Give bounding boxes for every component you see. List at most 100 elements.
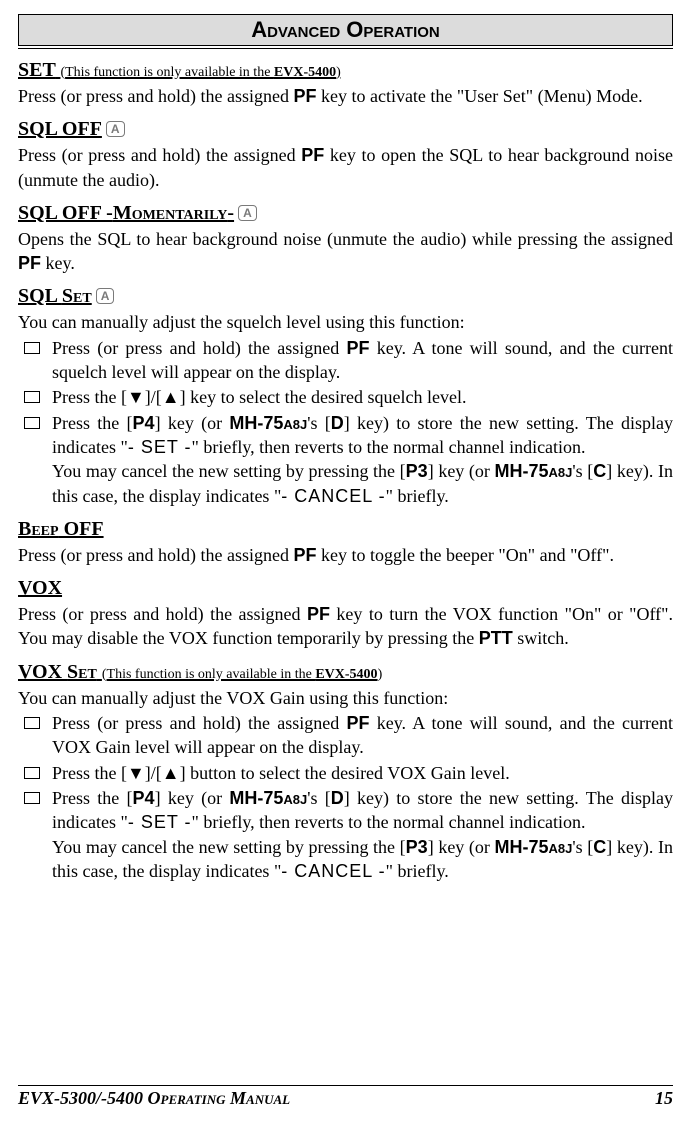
li-text: Press the [▼]/[▲] button to select the d… xyxy=(52,761,673,785)
t: ] key (or xyxy=(155,413,230,433)
t: OFF xyxy=(59,518,104,540)
c-key: C xyxy=(593,461,606,481)
footer-title: EVX-5300/-5400 Operating Manual xyxy=(18,1088,290,1109)
a8j-key: A8J xyxy=(283,417,307,432)
a8j-key: A8J xyxy=(283,792,307,807)
t: Momentarily xyxy=(113,202,228,224)
mh-key: MH-75 xyxy=(229,788,283,808)
section-title-vox: VOX xyxy=(18,577,673,600)
li-text: Press the [▼]/[▲] key to select the desi… xyxy=(52,385,673,409)
beepoff-body: Press (or press and hold) the assigned P… xyxy=(18,543,673,567)
pf-key: PF xyxy=(301,145,324,165)
title-paren: (This function is only available in the … xyxy=(102,667,382,682)
section-title-voxset: VOX Set (This function is only available… xyxy=(18,661,673,684)
t: ] key (or xyxy=(155,788,230,808)
t: Press (or press and hold) the assigned xyxy=(18,604,307,624)
list-item: Press (or press and hold) the assigned P… xyxy=(18,711,673,760)
li-text: Press the [P4] key (or MH-75A8J's [D] ke… xyxy=(52,411,673,508)
mh-key: MH-75 xyxy=(495,837,549,857)
li-text: Press (or press and hold) the assigned P… xyxy=(52,336,673,385)
t: Press (or press and hold) the assigned xyxy=(52,338,346,358)
pf-key: PF xyxy=(346,713,369,733)
t: " briefly. xyxy=(386,861,449,881)
t: Set xyxy=(67,661,97,683)
pf-key: PF xyxy=(293,86,316,106)
t: Press (or press and hold) the assigned xyxy=(52,713,346,733)
page-header: Advanced Operation xyxy=(18,14,673,46)
t: " briefly, then reverts to the normal ch… xyxy=(192,437,586,457)
sqloff-body: Press (or press and hold) the assigned P… xyxy=(18,143,673,192)
t: 's [ xyxy=(572,461,593,481)
a-icon: A xyxy=(96,288,115,304)
t: 's [ xyxy=(307,788,331,808)
t: Press (or press and hold) the assigned xyxy=(18,86,293,106)
p3-key: P3 xyxy=(406,461,428,481)
p4-key: P4 xyxy=(133,413,155,433)
t: 's [ xyxy=(572,837,593,857)
section-title-beepoff: Beep OFF xyxy=(18,518,673,541)
lcd-cancel: - CANCEL - xyxy=(281,861,385,881)
page-number: 15 xyxy=(655,1088,673,1109)
c-key: C xyxy=(593,837,606,857)
t: Press (or press and hold) the assigned xyxy=(18,545,293,565)
t: VOX xyxy=(18,661,67,683)
t: SQL xyxy=(18,285,62,307)
ptt-key: PTT xyxy=(479,628,513,648)
li-text: Press the [P4] key (or MH-75A8J's [D] ke… xyxy=(52,786,673,883)
header-rule xyxy=(18,48,673,49)
section-title-sqloff: SQL OFFA xyxy=(18,118,673,141)
pf-key: PF xyxy=(307,604,330,624)
t: Press the [ xyxy=(52,413,133,433)
list-item: Press the [▼]/[▲] button to select the d… xyxy=(18,761,673,785)
t: SQL OFF - xyxy=(18,202,113,224)
checkbox-icon xyxy=(24,767,40,779)
checkbox-icon xyxy=(24,391,40,403)
t: switch. xyxy=(513,628,569,648)
pf-key: PF xyxy=(18,253,41,273)
list-item: Press the [▼]/[▲] key to select the desi… xyxy=(18,385,673,409)
paren-bold: EVX-5400 xyxy=(315,667,377,682)
p4-key: P4 xyxy=(133,788,155,808)
paren-pre: This function is only available in the xyxy=(65,65,274,80)
lcd-set: - SET - xyxy=(128,812,192,832)
checkbox-icon xyxy=(24,717,40,729)
lcd-set: - SET - xyxy=(128,437,192,457)
d-key: D xyxy=(331,788,344,808)
t: You may cancel the new setting by pressi… xyxy=(52,461,406,481)
voxset-intro: You can manually adjust the VOX Gain usi… xyxy=(18,686,673,710)
title-text: SET xyxy=(18,59,55,81)
list-item: Press the [P4] key (or MH-75A8J's [D] ke… xyxy=(18,411,673,508)
set-body: Press (or press and hold) the assigned P… xyxy=(18,84,673,108)
title-paren: (This function is only available in the … xyxy=(60,65,340,80)
footer-rule xyxy=(18,1085,673,1086)
list-item: Press (or press and hold) the assigned P… xyxy=(18,336,673,385)
title-text: SQL OFF xyxy=(18,118,102,140)
pf-key: PF xyxy=(293,545,316,565)
a8j-key: A8J xyxy=(549,841,573,856)
pf-key: PF xyxy=(346,338,369,358)
t: key to toggle the beeper "On" and "Off". xyxy=(316,545,613,565)
t: " briefly, then reverts to the normal ch… xyxy=(192,812,586,832)
t: Press (or press and hold) the assigned xyxy=(18,145,301,165)
a-icon: A xyxy=(106,121,125,137)
page-footer: EVX-5300/-5400 Operating Manual 15 xyxy=(18,1085,673,1109)
p3-key: P3 xyxy=(406,837,428,857)
t: - xyxy=(227,202,234,224)
li-text: Press (or press and hold) the assigned P… xyxy=(52,711,673,760)
paren-bold: EVX-5400 xyxy=(274,65,336,80)
checkbox-icon xyxy=(24,792,40,804)
d-key: D xyxy=(331,413,344,433)
t: key. xyxy=(41,253,75,273)
t: Press the [ xyxy=(52,788,133,808)
checkbox-icon xyxy=(24,342,40,354)
t: Opens the SQL to hear background noise (… xyxy=(18,229,673,249)
sqloffm-body: Opens the SQL to hear background noise (… xyxy=(18,227,673,276)
mh-key: MH-75 xyxy=(229,413,283,433)
mh-key: MH-75 xyxy=(495,461,549,481)
t: ] key (or xyxy=(428,837,495,857)
list-item: Press the [P4] key (or MH-75A8J's [D] ke… xyxy=(18,786,673,883)
t: ] key (or xyxy=(428,461,495,481)
section-title-sqloffm: SQL OFF -Momentarily-A xyxy=(18,202,673,225)
sqlset-intro: You can manually adjust the squelch leve… xyxy=(18,310,673,334)
section-title-sqlset: SQL SetA xyxy=(18,285,673,308)
